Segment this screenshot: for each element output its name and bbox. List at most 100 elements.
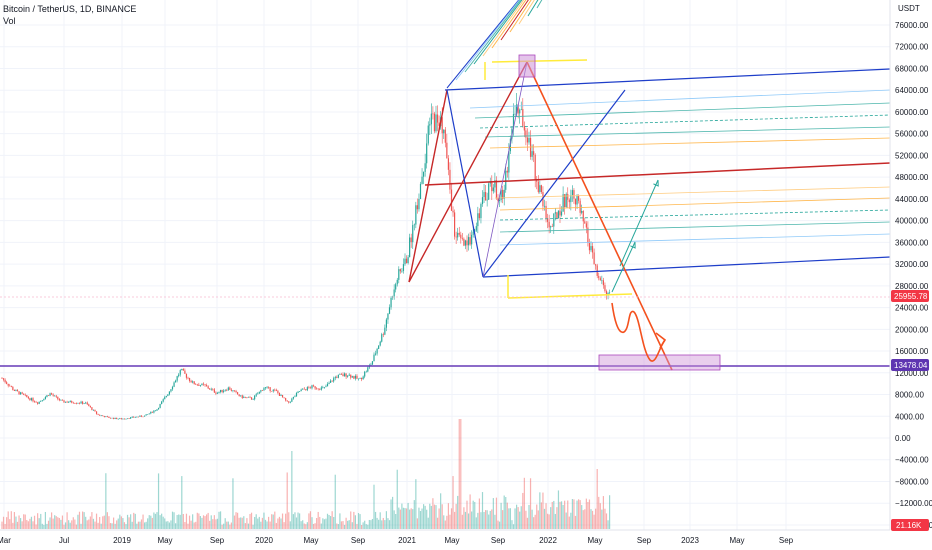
volume-bar [250, 512, 253, 529]
volume-bar [461, 514, 463, 529]
volume-bar [157, 473, 160, 529]
volume-bar [49, 517, 51, 529]
volume-bar [29, 518, 31, 529]
volume-bar [199, 516, 201, 529]
volume-bar [416, 518, 418, 529]
volume-bar [509, 508, 511, 529]
volume-bar [503, 495, 505, 529]
volume-bar [116, 520, 118, 529]
candle-body [599, 278, 601, 281]
candle-body [605, 291, 608, 295]
fork-line [469, 89, 891, 109]
candle-body [343, 373, 346, 377]
volume-bar [489, 510, 491, 529]
candle-body [263, 388, 265, 391]
time-axis[interactable] [0, 530, 932, 550]
candle-body [49, 393, 51, 396]
volume-bar [249, 513, 251, 529]
volume-bar [551, 501, 553, 529]
volume-bar [370, 520, 372, 529]
candle-body [151, 411, 153, 413]
volume-bar [275, 522, 277, 529]
candle-body [195, 384, 197, 385]
candle-body [325, 386, 327, 387]
volume-bar [488, 514, 490, 529]
candle-body [395, 284, 397, 290]
volume-indicator-label[interactable]: Vol [3, 16, 16, 26]
candle-body [80, 401, 82, 404]
candle-body [63, 400, 65, 403]
volume-bar [21, 521, 23, 529]
volume-bar [23, 514, 25, 529]
candle-body [334, 376, 336, 379]
volume-bar [478, 498, 480, 529]
candle-body [257, 393, 259, 395]
volume-bar [556, 507, 558, 529]
candle-body [564, 194, 566, 208]
y-tick-label: 16000.00 [895, 347, 929, 356]
candle-body [266, 386, 268, 388]
candle-body [133, 416, 135, 418]
candle-body [601, 280, 603, 281]
volume-bar [598, 496, 600, 529]
candle-body [61, 400, 64, 401]
volume-bar [241, 517, 243, 529]
y-tick-label: 0.00 [895, 434, 911, 443]
candle-body [347, 375, 349, 377]
volume-bar [500, 502, 502, 529]
volume-bar [412, 509, 414, 529]
price-axis[interactable] [890, 0, 932, 550]
candle-body [300, 389, 302, 392]
candle-body [410, 237, 412, 243]
candle-body [4, 379, 6, 383]
volume-bar [37, 513, 39, 529]
candle-body [415, 205, 417, 225]
volume-bar [295, 517, 298, 529]
volume-bar [595, 508, 597, 529]
candle-body [396, 279, 398, 285]
volume-bar [560, 501, 563, 529]
volume-bar [427, 517, 429, 529]
candle-body [165, 395, 167, 398]
candle-body [77, 403, 79, 404]
volume-bar [30, 516, 33, 529]
candle-body [560, 211, 563, 216]
symbol-title[interactable]: Bitcoin / TetherUS, 1D, BINANCE [3, 4, 137, 14]
candle-body [82, 401, 84, 404]
candle-body [356, 375, 358, 379]
volume-bar [325, 518, 327, 529]
volume-bar [402, 507, 405, 529]
volume-bar [367, 524, 369, 529]
candle-body [367, 367, 369, 372]
volume-bar [292, 514, 294, 529]
candle-body [283, 397, 285, 399]
volume-bar [590, 509, 592, 529]
volume-bar [475, 517, 477, 529]
volume-bar [15, 516, 17, 529]
volume-bar [207, 512, 209, 529]
volume-bar [570, 512, 572, 529]
candle-body [185, 373, 188, 378]
volume-bar [32, 521, 34, 529]
volume-bar [354, 515, 356, 529]
candle-body [261, 390, 263, 391]
candle-body [376, 348, 378, 354]
candle-body [582, 210, 584, 222]
volume-bar [105, 473, 107, 529]
volume-bar [534, 514, 536, 529]
candle-body [210, 388, 212, 390]
candle-body [505, 170, 507, 190]
candle-body [314, 386, 316, 389]
candle-body [460, 234, 462, 239]
candle-body [508, 151, 510, 173]
y-tick-label: 64000.00 [895, 86, 929, 95]
volume-bar [330, 516, 332, 529]
grid [0, 0, 890, 530]
drawings-front [0, 0, 891, 371]
volume-bar [423, 504, 425, 529]
candle-body [390, 297, 392, 308]
fork-line [444, 68, 891, 91]
candle-body [60, 400, 62, 401]
candle-body [573, 190, 575, 199]
